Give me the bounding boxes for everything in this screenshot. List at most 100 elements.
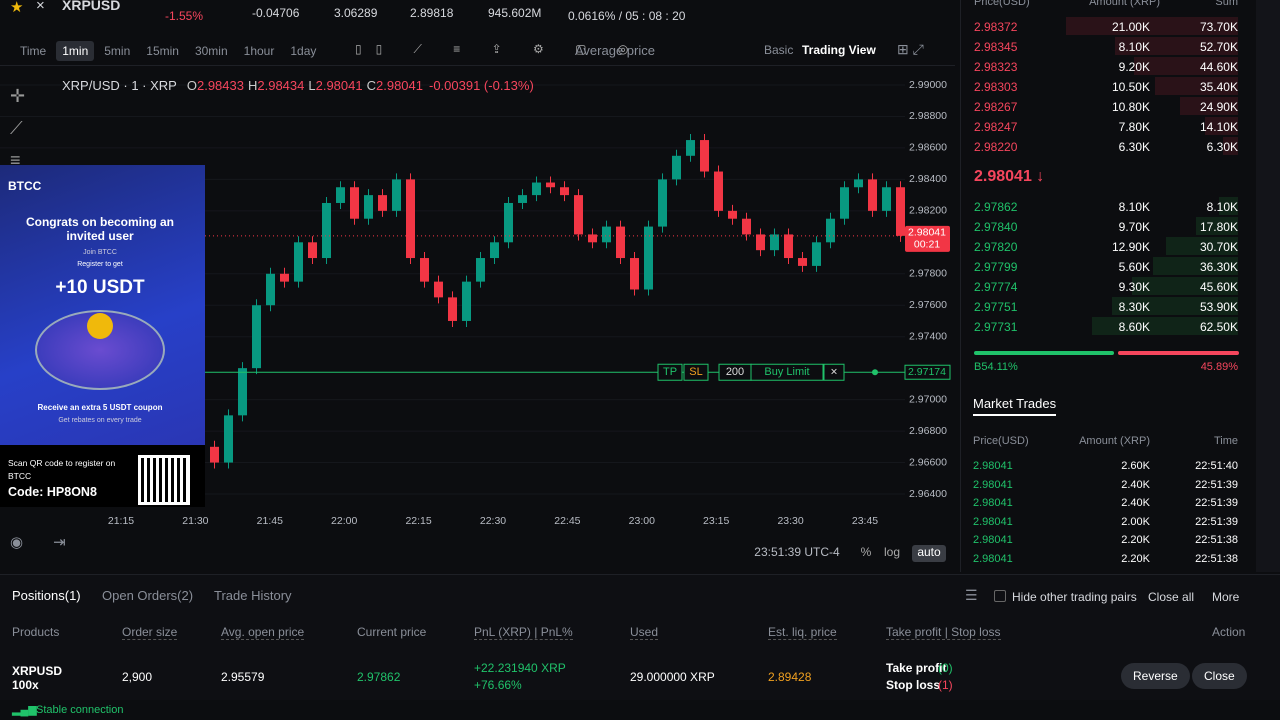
chart-footer-icons[interactable]: ◉⇥ xyxy=(10,534,96,551)
trade-cell: 2.98041 xyxy=(973,497,1013,509)
layout-icons[interactable]: ⊞ ⤢ xyxy=(897,41,924,57)
ob-amount: 12.90K xyxy=(1111,240,1150,254)
sell-ratio: 45.89% xyxy=(1200,361,1238,373)
depth-bar xyxy=(1179,97,1238,115)
candle-body xyxy=(868,179,877,211)
top-bar: ★ × XRPUSD -1.55% -0.04706 3.06289 2.898… xyxy=(0,0,955,32)
ob-header: Amount (XRP) xyxy=(1089,0,1160,8)
positions-tab[interactable]: Open Orders(2) xyxy=(102,588,194,603)
ob-price: 2.98323 xyxy=(974,60,1018,74)
ob-amount: 9.70K xyxy=(1118,220,1150,234)
interval[interactable]: Time xyxy=(20,44,47,58)
tab-underline xyxy=(973,414,1056,416)
interval[interactable]: 5min xyxy=(104,44,131,58)
more[interactable]: More xyxy=(1212,590,1240,604)
ob-amount: 8.30K xyxy=(1118,300,1150,314)
candle-body xyxy=(896,187,905,236)
ob-amount: 8.10K xyxy=(1118,40,1150,54)
side-panel xyxy=(1256,0,1280,572)
positions-tab[interactable]: Positions(1) xyxy=(12,588,81,603)
sell-ratio-bar xyxy=(1118,351,1239,355)
price-axis xyxy=(905,70,955,510)
ob-header: Sum xyxy=(1215,0,1238,8)
view-basic[interactable]: Basic xyxy=(764,43,794,57)
candle-body xyxy=(532,182,541,196)
candle-body xyxy=(854,179,863,188)
interval[interactable]: 1min xyxy=(56,41,95,61)
interval[interactable]: 1day xyxy=(290,44,317,58)
x-tick-label: 21:30 xyxy=(182,515,208,527)
trade-cell: 2.60K xyxy=(1121,460,1150,472)
candle-body xyxy=(812,242,821,266)
product[interactable]: XRPUSD xyxy=(12,664,63,678)
depth-bar xyxy=(1115,37,1238,55)
candle-body xyxy=(742,218,751,235)
x-tick-label: 23:15 xyxy=(703,515,729,527)
reverse[interactable]: Reverse xyxy=(1121,663,1190,689)
promo-register: Register to get xyxy=(77,261,123,268)
close-all[interactable]: Close all xyxy=(1148,590,1195,604)
ob-amount: 5.60K xyxy=(1118,260,1150,274)
depth-bar xyxy=(1112,297,1238,315)
auto-bg xyxy=(912,545,946,562)
trade-cell: 22:51:39 xyxy=(1195,478,1238,491)
candle-body xyxy=(350,187,359,219)
interval[interactable]: 30min xyxy=(194,44,228,58)
draw-tools[interactable]: ✛ ⟋ ≡ xyxy=(10,86,26,170)
candle-body xyxy=(308,242,317,259)
change-pct: -1.55% xyxy=(165,9,204,23)
price-mode[interactable]: Average price xyxy=(575,43,655,58)
symbol[interactable]: XRPUSD xyxy=(62,0,121,13)
trades-title: Market Trades xyxy=(973,396,1057,411)
trade-cell: 22:51:40 xyxy=(1195,460,1238,472)
ob-price: 2.97731 xyxy=(974,320,1018,334)
candle-body xyxy=(252,305,261,369)
candle-body xyxy=(560,187,569,196)
candle-body xyxy=(392,179,401,211)
volume: 945.602M xyxy=(488,6,542,20)
ob-sum: 62.50K xyxy=(1199,320,1238,334)
depth-bar xyxy=(1153,257,1238,275)
interval[interactable]: 1hour xyxy=(243,44,275,58)
candle-body xyxy=(630,258,639,290)
change: -0.04706 xyxy=(252,6,300,20)
trade-cell: 2.00K xyxy=(1121,515,1150,528)
scale-option[interactable]: auto xyxy=(917,545,941,559)
y-tick-label: 2.97800 xyxy=(909,268,947,280)
scale-option[interactable]: log xyxy=(884,545,900,559)
candle-body xyxy=(686,140,695,156)
ob-amount: 6.30K xyxy=(1118,140,1150,154)
col-header: Used xyxy=(630,625,659,640)
list-icon[interactable]: ☰ xyxy=(965,587,978,603)
promo-scan: Scan QR code to register on BTCC xyxy=(8,458,116,481)
x-tick-label: 23:00 xyxy=(629,515,655,527)
scale-option[interactable]: % xyxy=(861,545,872,559)
ob-sum: 17.80K xyxy=(1199,220,1238,234)
market-trades: Market Trades Price(USD) Amount (XRP) Time… xyxy=(960,386,1252,572)
candle-body xyxy=(518,195,527,203)
col-header: Est. liq. price xyxy=(768,625,837,640)
ob-price: 2.98303 xyxy=(974,80,1018,94)
ob-price: 2.97820 xyxy=(974,240,1018,254)
tool-icons[interactable]: ▯▯ ⟋ ≡ ⇪ ⚙ ▢ ◎ xyxy=(355,42,643,56)
star-icon[interactable]: ★ xyxy=(10,0,24,16)
x-tick-label: 22:30 xyxy=(480,515,506,527)
view-tv[interactable]: Trading View xyxy=(802,43,876,57)
intervals: Time 1min 5min 15min 30min 1hour 1day xyxy=(14,41,322,61)
depth-bar xyxy=(1196,217,1238,235)
positions-tab[interactable]: Trade History xyxy=(214,588,292,603)
col-header: PnL (XRP) | PnL% xyxy=(474,625,573,640)
ohlc-value: 2.98041 xyxy=(315,78,363,93)
depth-bar xyxy=(1205,117,1238,135)
candle-body xyxy=(434,281,443,298)
interval[interactable]: 15min xyxy=(146,44,179,58)
candle-body xyxy=(406,179,415,259)
close-icon[interactable]: × xyxy=(36,0,45,14)
clock: 23:51:39 UTC-4 xyxy=(754,545,840,559)
ob-sum: 45.60K xyxy=(1199,280,1238,294)
hide-checkbox[interactable] xyxy=(994,590,1006,602)
candle-body xyxy=(266,273,275,306)
promo-card[interactable]: BTCC Congrats on becoming an invited use… xyxy=(0,165,205,445)
close[interactable]: Close xyxy=(1192,663,1247,689)
